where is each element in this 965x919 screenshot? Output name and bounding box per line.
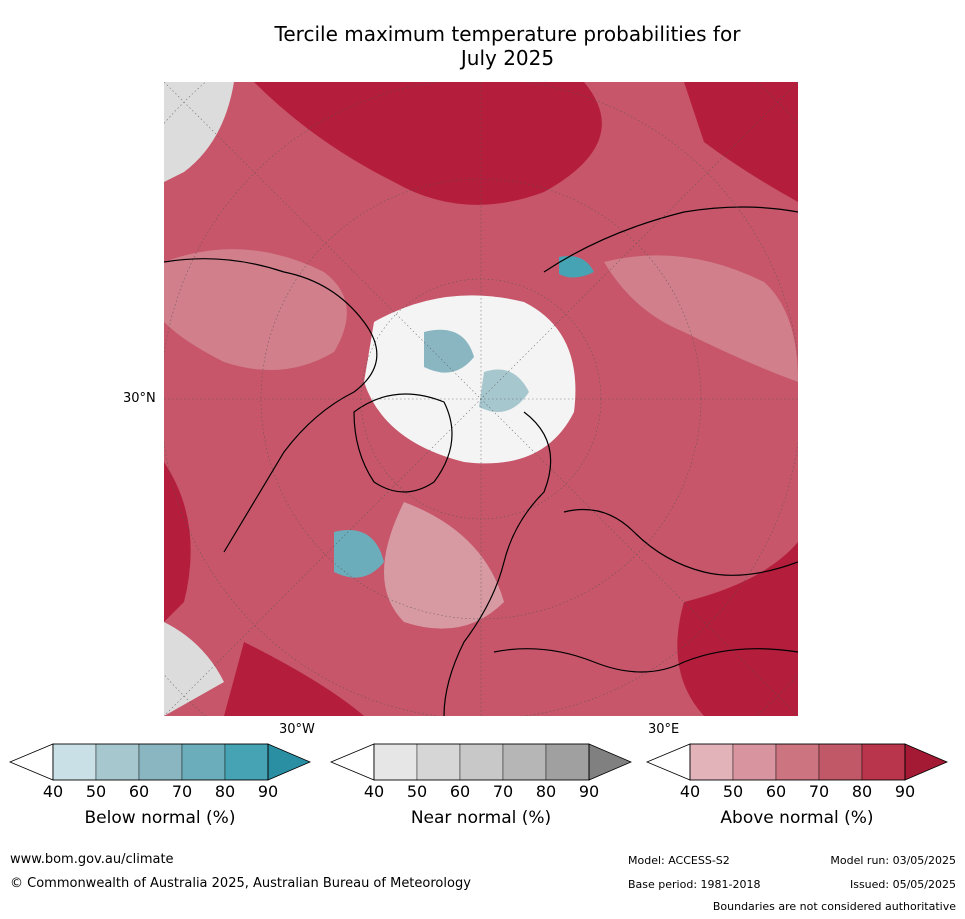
colorbar-above-normal-tick-label: 50 bbox=[722, 782, 744, 801]
title-line-1: Tercile maximum temperature probabilitie… bbox=[274, 22, 741, 46]
graticule bbox=[164, 82, 798, 716]
colorbar-below-normal-swatch bbox=[181, 743, 226, 781]
footer-issued: Issued: 05/05/2025 bbox=[849, 878, 956, 891]
colorbar-near-normal-swatch bbox=[502, 743, 547, 781]
coastline-siberia bbox=[543, 206, 798, 273]
coastline-europe-west bbox=[443, 411, 552, 716]
region-near-normal-sw bbox=[164, 622, 224, 716]
colorbar-below-normal-label: Below normal (%) bbox=[84, 808, 236, 828]
footer-model-run: Model run: 03/05/2025 bbox=[830, 854, 956, 867]
colorbar-above-normal-swatch bbox=[775, 743, 820, 781]
colorbar-near-normal-swatch bbox=[545, 743, 590, 781]
colorbar-near-normal-tick-label: 50 bbox=[406, 782, 428, 801]
colorbar-above-normal-tick-label: 60 bbox=[765, 782, 787, 801]
region-near-normal-nw bbox=[164, 82, 234, 182]
colorbar-below-normal bbox=[8, 743, 312, 782]
region-arctic-pale bbox=[364, 295, 576, 464]
colorbar-above-normal-swatch bbox=[732, 743, 777, 781]
colorbar-below-normal-tick-label: 90 bbox=[257, 782, 279, 801]
footer-base-period: Base period: 1981-2018 bbox=[628, 878, 761, 891]
coastline-greenland bbox=[353, 393, 453, 493]
region-mid-east bbox=[604, 255, 798, 382]
colorbar-above-normal-arrow-high bbox=[904, 743, 949, 781]
colorbar-near-normal-tick-label: 40 bbox=[363, 782, 385, 801]
colorbar-near-normal-label: Near normal (%) bbox=[410, 808, 552, 828]
colorbar-near-normal-outline bbox=[373, 743, 590, 781]
colorbar-above-normal-label: Above normal (%) bbox=[720, 808, 874, 828]
region-high-west bbox=[164, 462, 191, 622]
footer-model: Model: ACCESS-S2 bbox=[628, 854, 730, 867]
coastline-europe-north bbox=[563, 508, 798, 576]
coastline-north-america bbox=[164, 258, 378, 553]
colorbar-near-normal-arrow-low bbox=[329, 743, 375, 781]
colorbar-near-normal-swatch bbox=[373, 743, 418, 781]
region-mid-west bbox=[164, 249, 347, 370]
colorbar-near-normal-swatch bbox=[459, 743, 504, 781]
colorbar-above-normal-tick-label: 70 bbox=[808, 782, 830, 801]
footer-disclaimer: Boundaries are not considered authoritat… bbox=[712, 900, 956, 913]
colorbar-below-normal-arrow-low bbox=[8, 743, 54, 781]
colorbar-near-normal bbox=[329, 743, 633, 782]
title-line-2: July 2025 bbox=[460, 46, 555, 70]
region-below-normal-atlantic bbox=[334, 530, 384, 578]
colorbar-below-normal-swatch bbox=[95, 743, 140, 781]
colorbar-below-normal-tick-label: 40 bbox=[42, 782, 64, 801]
colorbar-above-normal-tick-label: 40 bbox=[679, 782, 701, 801]
map-canvas bbox=[164, 82, 798, 716]
polar-probability-map bbox=[164, 82, 798, 716]
colorbar-near-normal-tick-label: 90 bbox=[578, 782, 600, 801]
footer-url: www.bom.gov.au/climate bbox=[10, 852, 174, 867]
colorbar-near-normal-arrow-high bbox=[588, 743, 633, 781]
colorbar-above-normal-arrow-low bbox=[645, 743, 691, 781]
colorbar-below-normal-tick-label: 70 bbox=[171, 782, 193, 801]
map-title: Tercile maximum temperature probabilitie… bbox=[160, 22, 855, 70]
colorbar-near-normal-tick-label: 80 bbox=[535, 782, 557, 801]
colorbar-above-normal-swatch bbox=[689, 743, 734, 781]
region-high-north bbox=[254, 82, 602, 205]
colorbar-below-normal-swatches bbox=[8, 743, 312, 781]
footer-copyright: © Commonwealth of Australia 2025, Austra… bbox=[10, 876, 471, 891]
colorbar-below-normal-tick-label: 50 bbox=[85, 782, 107, 801]
colorbar-above-normal-outline bbox=[689, 743, 906, 781]
region-below-normal-arctic bbox=[424, 329, 474, 373]
colorbar-above-normal-tick-label: 90 bbox=[894, 782, 916, 801]
colorbar-below-normal-outline bbox=[52, 743, 269, 781]
coastline-mediterranean bbox=[493, 648, 798, 673]
colorbar-above-normal-swatches bbox=[645, 743, 949, 781]
colorbar-below-normal-swatch bbox=[224, 743, 269, 781]
colorbar-above-normal-tick-label: 80 bbox=[851, 782, 873, 801]
colorbar-near-normal-swatch bbox=[416, 743, 461, 781]
region-high-southeast bbox=[677, 542, 798, 716]
longitude-label-west: 30°W bbox=[279, 722, 315, 737]
colorbar-above-normal-swatch bbox=[861, 743, 906, 781]
colorbar-above-normal bbox=[645, 743, 949, 782]
longitude-label-east: 30°E bbox=[648, 722, 680, 737]
colorbar-near-normal-swatches bbox=[329, 743, 633, 781]
region-mid-atlantic bbox=[384, 502, 504, 629]
region-below-normal-siberia bbox=[559, 256, 594, 278]
colorbar-near-normal-tick-label: 60 bbox=[449, 782, 471, 801]
latitude-label: 30°N bbox=[123, 391, 156, 406]
region-below-normal-arctic-2 bbox=[479, 369, 529, 412]
colorbar-near-normal-tick-label: 70 bbox=[492, 782, 514, 801]
colorbar-below-normal-swatch bbox=[52, 743, 97, 781]
colorbar-below-normal-tick-label: 80 bbox=[214, 782, 236, 801]
colorbar-below-normal-tick-label: 60 bbox=[128, 782, 150, 801]
colorbar-below-normal-swatch bbox=[138, 743, 183, 781]
colorbar-below-normal-arrow-high bbox=[267, 743, 312, 781]
colorbar-above-normal-swatch bbox=[818, 743, 863, 781]
region-high-southwest bbox=[224, 642, 364, 716]
region-high-northeast bbox=[684, 82, 798, 202]
